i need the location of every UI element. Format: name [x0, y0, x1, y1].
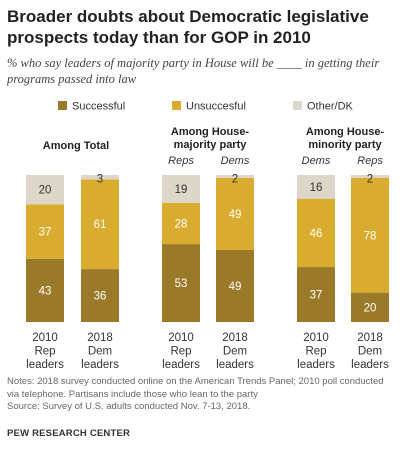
bar-p2-b0-tag: Dems — [302, 155, 331, 167]
bar-p1-b1-tag: Dems — [221, 155, 250, 167]
bar-p0-b1-seg-1 — [81, 179, 119, 270]
bar-p1-b1-xlabel-0: 2018 — [222, 332, 248, 344]
bar-p1-b1-label-1: 49 — [229, 209, 242, 221]
bar-p1-b1-seg-0 — [216, 249, 254, 322]
stacked-bar-chart: Successful Unsuccesful Other/DK Among Total… — [26, 101, 389, 371]
bar-p2-b1-xlabel-0: 2018 — [357, 332, 383, 344]
legend-swatch-1 — [172, 101, 181, 110]
bar-p2-b1-label-2: 2 — [367, 174, 373, 186]
bar-p0-b1-xlabel-2: leaders — [81, 359, 119, 371]
panel-2-title-line-0: Among House- — [306, 126, 385, 138]
brand-logo-text: PEW RESEARCH CENTER — [7, 428, 131, 439]
chart-title: Broader doubts about Democratic legislat… — [7, 6, 407, 48]
bar-p2-b0-label-1: 46 — [310, 228, 323, 240]
panel-1-title-line-0: Among House- — [171, 126, 250, 138]
legend-label-1: Unsuccesful — [186, 101, 246, 113]
chart-subtitle: % who say leaders of majority party in H… — [7, 55, 407, 87]
bar-p0-b1-xlabel-0: 2018 — [87, 332, 113, 344]
panel-2-title-line-1: minority party — [308, 139, 382, 151]
bar-p2-b1-seg-1 — [351, 177, 389, 293]
bar-p1-b1-seg-2 — [216, 175, 254, 178]
bar-p0-b0-label-0: 43 — [39, 285, 52, 297]
bar-p2-b1-seg-2 — [351, 175, 389, 178]
bar-p2-b0-xlabel-1: Rep — [305, 346, 326, 358]
bar-p2-b0-xlabel-2: leaders — [297, 359, 335, 371]
bar-p1-b0-tag: Reps — [168, 155, 194, 167]
bar-p0-b0-xlabel-2: leaders — [26, 359, 64, 371]
bar-p1-b0-xlabel-0: 2010 — [168, 332, 194, 344]
chart-title-line-2: prospects today than for GOP in 2010 — [7, 28, 311, 47]
bar-p1-b0-label-1: 28 — [175, 219, 188, 231]
bar-p2-b0-seg-2 — [297, 175, 335, 199]
legend-label-0: Successful — [72, 101, 125, 113]
bar-p2-b1-tag: Reps — [357, 155, 383, 167]
notes-line-2: via telephone. Partisans include those w… — [7, 388, 258, 400]
bar-p2-b1-seg-0 — [351, 292, 389, 322]
bar-p0-b1-xlabel-1: Dem — [88, 346, 112, 358]
bar-p2-b0-label-2: 16 — [310, 182, 323, 194]
bar-p0-b1-label-2: 3 — [97, 174, 103, 186]
bar-p1-b0-seg-2 — [162, 175, 200, 203]
chart-subtitle-line-2: programs passed into law — [7, 72, 137, 86]
legend-swatch-0 — [58, 101, 67, 110]
bar-p0-b1-seg-2 — [81, 175, 119, 180]
source-line: Source: Survey of U.S. adults conducted … — [7, 401, 251, 413]
bar-p1-b1-label-2: 2 — [232, 174, 238, 186]
chart-subtitle-line-1: % who say leaders of majority party in H… — [7, 56, 380, 70]
bar-p1-b0-seg-0 — [162, 244, 200, 322]
bar-p0-b0-label-2: 20 — [39, 185, 52, 197]
bar-p2-b1-label-1: 78 — [364, 230, 377, 242]
notes-line-1: Notes: 2018 survey conducted online on t… — [7, 376, 384, 387]
bar-p2-b1-xlabel-2: leaders — [351, 359, 389, 371]
bar-p0-b0-xlabel-1: Rep — [34, 346, 55, 358]
bar-p1-b0-seg-1 — [162, 202, 200, 245]
bar-p2-b0-seg-0 — [297, 267, 335, 322]
panel-1-title-line-1: majority party — [174, 139, 248, 151]
bar-p1-b1-label-0: 49 — [229, 281, 242, 293]
legend-label-2: Other/DK — [307, 101, 354, 113]
chart-notes: Notes: 2018 survey conducted online on t… — [7, 376, 409, 414]
bar-p0-b0-seg-0 — [26, 258, 64, 322]
bar-p0-b1-label-1: 61 — [94, 219, 107, 231]
panel-0-title-line-0: Among Total — [43, 140, 109, 152]
bar-p1-b1-xlabel-2: leaders — [216, 359, 254, 371]
chart-title-line-1: Broader doubts about Democratic legislat… — [7, 7, 369, 26]
bar-p0-b0-seg-2 — [26, 175, 64, 205]
bar-p1-b0-xlabel-2: leaders — [162, 359, 200, 371]
bar-p0-b0-xlabel-0: 2010 — [32, 332, 58, 344]
bar-p2-b1-xlabel-1: Dem — [358, 346, 382, 358]
bar-p1-b1-seg-1 — [216, 177, 254, 250]
bar-p1-b0-label-2: 19 — [175, 184, 188, 196]
bar-p1-b0-xlabel-1: Rep — [170, 346, 191, 358]
bar-p2-b0-seg-1 — [297, 198, 335, 268]
bar-p2-b0-label-0: 37 — [310, 290, 323, 302]
bar-p1-b1-xlabel-1: Dem — [223, 346, 247, 358]
bar-p1-b0-label-0: 53 — [175, 278, 188, 290]
bar-p0-b1-seg-0 — [81, 269, 119, 322]
bar-p0-b1-label-0: 36 — [94, 291, 107, 303]
bar-p0-b0-label-1: 37 — [39, 227, 52, 239]
bar-p0-b0-seg-1 — [26, 204, 64, 259]
bar-p2-b1-label-0: 20 — [364, 302, 377, 314]
bar-p2-b0-xlabel-0: 2010 — [303, 332, 329, 344]
legend-swatch-2 — [293, 101, 302, 110]
